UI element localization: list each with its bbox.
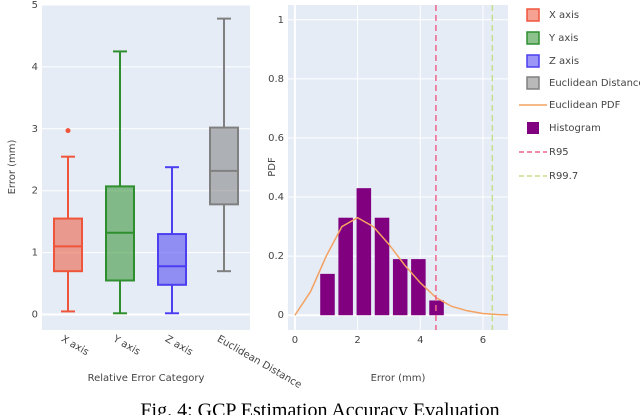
legend-label: Euclidean PDF: [549, 100, 621, 111]
legend-symbol: [526, 76, 540, 90]
bar: [356, 188, 372, 316]
y-tick-label: 2: [32, 186, 38, 197]
x-tick-label: Y axis: [110, 333, 142, 358]
x-tick-label: 0: [292, 335, 298, 346]
legend-symbol: [526, 31, 540, 45]
x-tick-label: Euclidean Distance: [215, 334, 303, 391]
pdf-line: [294, 216, 509, 316]
y-tick-label: 5: [32, 0, 38, 11]
box: [53, 217, 83, 273]
y-tick-label: 0.8: [268, 74, 284, 85]
legend-label: Z axis: [549, 56, 579, 67]
y-axis-title: Error (mm): [7, 139, 18, 194]
bar: [392, 259, 408, 316]
bar: [320, 273, 335, 316]
y-tick-label: 0.6: [268, 133, 284, 144]
x-tick-label: 6: [480, 335, 486, 346]
bar: [374, 217, 390, 316]
x-axis-title: Error (mm): [371, 373, 426, 384]
y-tick-label: 3: [32, 124, 38, 135]
box: [209, 126, 239, 206]
bar: [411, 259, 426, 316]
legend-label: Y axis: [548, 33, 578, 44]
x-tick-label: Z axis: [163, 334, 195, 359]
legend-symbol: [526, 8, 540, 22]
y-tick-label: 0.2: [268, 251, 284, 262]
y-axis-title: PDF: [267, 157, 278, 177]
x-tick-label: 2: [354, 335, 360, 346]
legend-label: R95: [549, 147, 569, 158]
bar: [338, 217, 353, 316]
y-tick-label: 0.4: [268, 192, 284, 203]
y-tick-label: 4: [32, 62, 38, 73]
legend-label: Histogram: [549, 123, 601, 134]
caption: Fig. 4: GCP Estimation Accuracy Evaluati…: [140, 400, 499, 415]
legend-symbol: [526, 54, 540, 68]
outlier: [65, 128, 71, 134]
x-tick-label: 4: [417, 335, 423, 346]
box: [157, 233, 187, 286]
x-tick-label: X axis: [59, 334, 91, 359]
legend-symbol: [527, 122, 539, 134]
y-tick-label: 1: [32, 248, 38, 259]
legend-label: R99.7: [549, 171, 578, 182]
x-axis-title: Relative Error Category: [88, 373, 205, 384]
y-tick-label: 1: [278, 15, 284, 26]
y-tick-label: 0: [32, 310, 38, 321]
legend-label: X axis: [549, 10, 579, 21]
y-tick-label: 0: [278, 310, 284, 321]
legend-label: Euclidean Distance: [549, 78, 640, 89]
